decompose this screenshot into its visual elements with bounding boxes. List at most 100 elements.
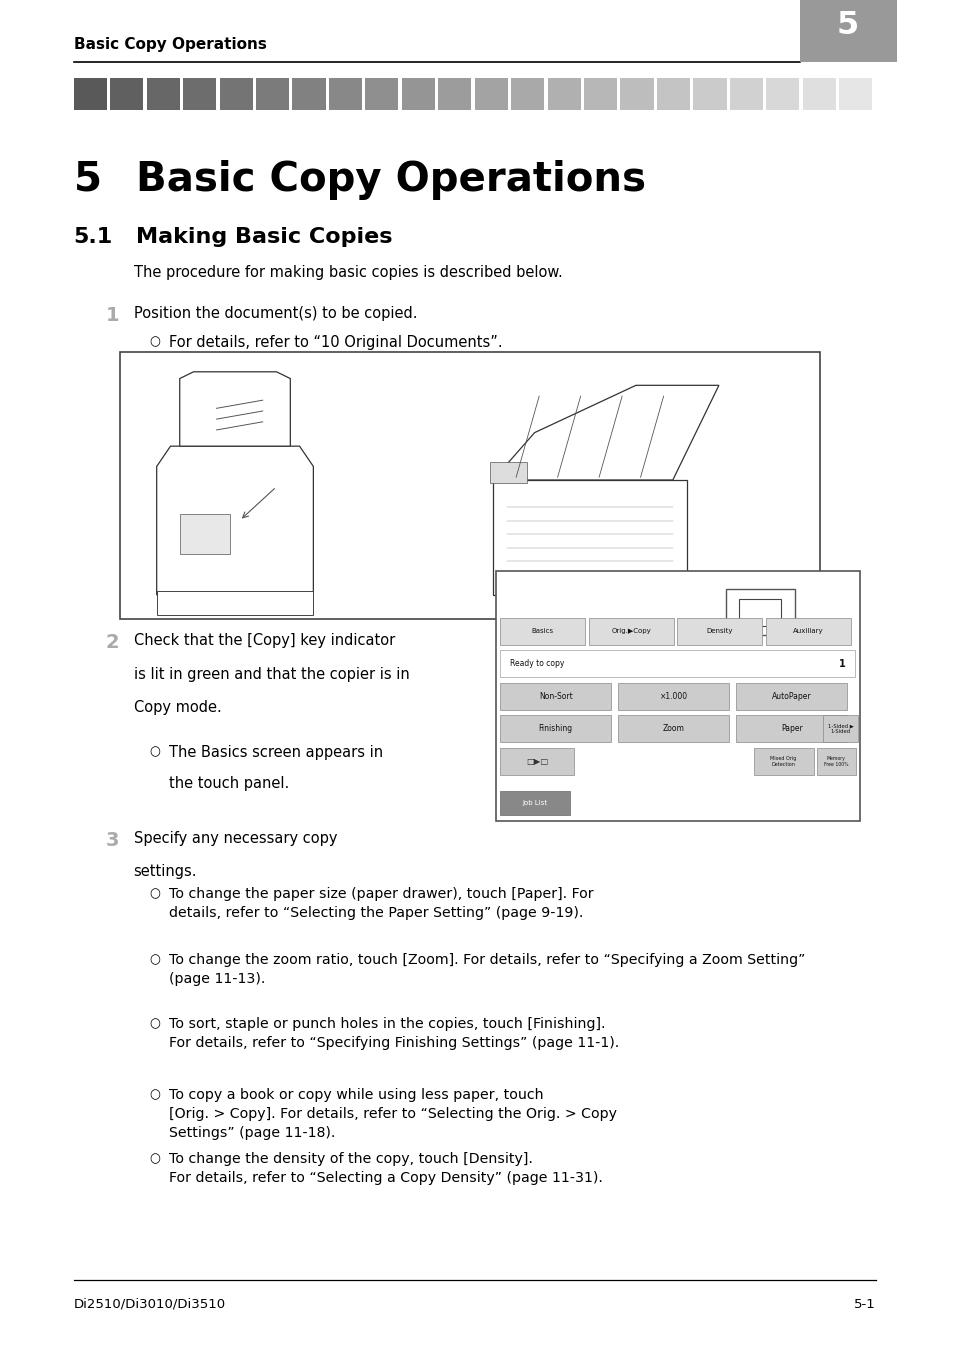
- Bar: [822, 715, 857, 742]
- Text: the touch panel.: the touch panel.: [169, 776, 289, 791]
- Bar: [490, 462, 527, 483]
- Text: The procedure for making basic copies is described below.: The procedure for making basic copies is…: [133, 265, 562, 280]
- Bar: [725, 589, 795, 635]
- Bar: [500, 618, 584, 645]
- Bar: [801, 78, 835, 110]
- Bar: [753, 748, 813, 775]
- Bar: [73, 78, 107, 110]
- Bar: [500, 748, 574, 775]
- Bar: [693, 78, 726, 110]
- Bar: [657, 78, 689, 110]
- Text: ○: ○: [150, 1017, 160, 1030]
- Bar: [183, 78, 216, 110]
- Bar: [329, 78, 361, 110]
- Bar: [765, 78, 799, 110]
- Text: 3: 3: [106, 831, 119, 850]
- Bar: [511, 78, 544, 110]
- Bar: [800, 0, 896, 62]
- Text: Finishing: Finishing: [538, 725, 572, 733]
- Text: ○: ○: [150, 745, 160, 758]
- Bar: [365, 78, 398, 110]
- Text: 5: 5: [73, 160, 102, 200]
- Text: Paper: Paper: [780, 725, 801, 733]
- Text: Making Basic Copies: Making Basic Copies: [136, 227, 393, 247]
- Text: □▶□: □▶□: [526, 757, 548, 765]
- Text: 5: 5: [836, 11, 858, 41]
- Text: Ready to copy: Ready to copy: [509, 660, 563, 668]
- Text: 1: 1: [839, 658, 845, 669]
- Text: Basics: Basics: [531, 629, 554, 634]
- Bar: [839, 78, 871, 110]
- Text: Copy mode.: Copy mode.: [133, 700, 221, 715]
- Bar: [437, 78, 471, 110]
- Text: Mixed Orig
Detection: Mixed Orig Detection: [769, 756, 796, 767]
- Bar: [765, 618, 850, 645]
- Text: ○: ○: [150, 335, 160, 349]
- Text: Basic Copy Operations: Basic Copy Operations: [73, 37, 266, 53]
- Bar: [255, 78, 289, 110]
- Bar: [500, 791, 569, 815]
- Bar: [500, 650, 855, 677]
- Text: 1: 1: [106, 306, 119, 324]
- Bar: [736, 683, 846, 710]
- Polygon shape: [493, 385, 719, 480]
- Text: To change the zoom ratio, touch [Zoom]. For details, refer to “Specifying a Zoom: To change the zoom ratio, touch [Zoom]. …: [169, 953, 804, 986]
- Text: Position the document(s) to be copied.: Position the document(s) to be copied.: [133, 306, 416, 320]
- Bar: [618, 683, 728, 710]
- Text: The Basics screen appears in: The Basics screen appears in: [169, 745, 382, 760]
- Bar: [475, 78, 507, 110]
- Text: settings.: settings.: [133, 864, 197, 879]
- Bar: [219, 78, 253, 110]
- Polygon shape: [493, 480, 686, 595]
- Bar: [583, 78, 617, 110]
- Bar: [547, 78, 580, 110]
- Bar: [401, 78, 435, 110]
- Bar: [110, 78, 143, 110]
- Text: To change the density of the copy, touch [Density].
For details, refer to “Selec: To change the density of the copy, touch…: [169, 1152, 602, 1184]
- Text: ○: ○: [150, 953, 160, 967]
- Text: To change the paper size (paper drawer), touch [Paper]. For
details, refer to “S: To change the paper size (paper drawer),…: [169, 887, 593, 919]
- Bar: [156, 591, 313, 615]
- Bar: [588, 618, 673, 645]
- Bar: [729, 78, 762, 110]
- Bar: [500, 683, 611, 710]
- Text: Orig.▶Copy: Orig.▶Copy: [611, 629, 651, 634]
- Bar: [619, 78, 653, 110]
- Text: ×1.000: ×1.000: [659, 692, 687, 700]
- Text: AutoPaper: AutoPaper: [771, 692, 811, 700]
- Bar: [677, 618, 761, 645]
- Bar: [816, 748, 856, 775]
- Bar: [736, 715, 846, 742]
- Bar: [500, 715, 611, 742]
- Bar: [293, 78, 325, 110]
- Text: Zoom: Zoom: [662, 725, 684, 733]
- Text: Job List: Job List: [521, 800, 547, 806]
- Text: Basic Copy Operations: Basic Copy Operations: [136, 160, 646, 200]
- Bar: [147, 78, 179, 110]
- Polygon shape: [179, 372, 290, 446]
- Text: 5.1: 5.1: [73, 227, 112, 247]
- Text: ○: ○: [150, 1088, 160, 1102]
- Text: Density: Density: [706, 629, 732, 634]
- Text: 1-Sided ▶
1-Sided: 1-Sided ▶ 1-Sided: [827, 723, 853, 734]
- Polygon shape: [156, 446, 313, 595]
- Bar: [739, 599, 780, 626]
- Text: To sort, staple or punch holes in the copies, touch [Finishing].
For details, re: To sort, staple or punch holes in the co…: [169, 1017, 618, 1049]
- Text: Auxiliary: Auxiliary: [792, 629, 822, 634]
- Text: Di2510/Di3010/Di3510: Di2510/Di3010/Di3510: [73, 1298, 226, 1311]
- Bar: [496, 571, 859, 821]
- Text: ○: ○: [150, 887, 160, 900]
- Text: ○: ○: [150, 1152, 160, 1165]
- Text: For details, refer to “10 Original Documents”.: For details, refer to “10 Original Docum…: [169, 335, 502, 350]
- Bar: [179, 514, 231, 554]
- Text: To copy a book or copy while using less paper, touch
[Orig. > Copy]. For details: To copy a book or copy while using less …: [169, 1088, 616, 1140]
- Text: Memory
Free 100%: Memory Free 100%: [822, 756, 847, 767]
- Text: Specify any necessary copy: Specify any necessary copy: [133, 831, 336, 846]
- Text: 5-1: 5-1: [853, 1298, 875, 1311]
- Text: is lit in green and that the copier is in: is lit in green and that the copier is i…: [133, 667, 409, 681]
- Text: Check that the [Copy] key indicator: Check that the [Copy] key indicator: [133, 633, 395, 648]
- Text: Non-Sort: Non-Sort: [538, 692, 572, 700]
- Bar: [120, 352, 820, 619]
- Text: 2: 2: [106, 633, 119, 652]
- Bar: [618, 715, 728, 742]
